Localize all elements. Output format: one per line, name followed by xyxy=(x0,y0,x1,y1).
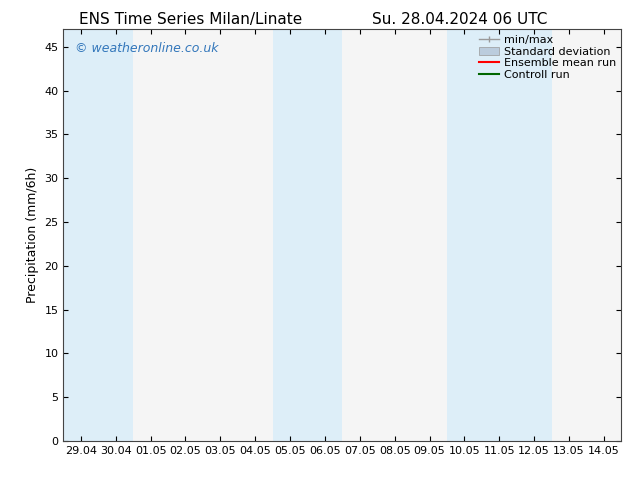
Legend: min/max, Standard deviation, Ensemble mean run, Controll run: min/max, Standard deviation, Ensemble me… xyxy=(477,33,618,82)
Text: Su. 28.04.2024 06 UTC: Su. 28.04.2024 06 UTC xyxy=(372,12,547,27)
Bar xyxy=(447,29,552,441)
Bar xyxy=(273,29,342,441)
Y-axis label: Precipitation (mm/6h): Precipitation (mm/6h) xyxy=(26,167,39,303)
Text: © weatheronline.co.uk: © weatheronline.co.uk xyxy=(75,42,218,55)
Text: ENS Time Series Milan/Linate: ENS Time Series Milan/Linate xyxy=(79,12,302,27)
Bar xyxy=(63,29,133,441)
